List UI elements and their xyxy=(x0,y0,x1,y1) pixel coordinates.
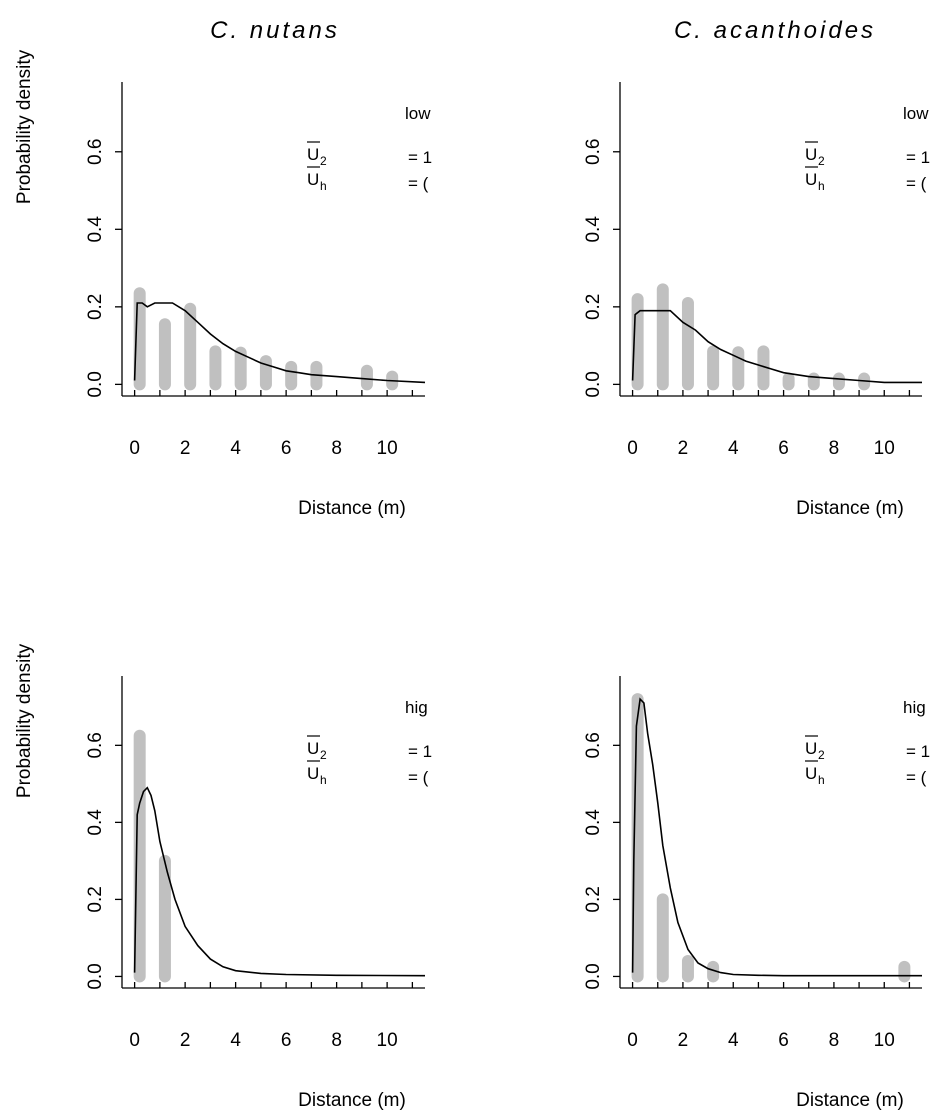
y-tick-label-2: 0.4 xyxy=(85,809,106,836)
y-tick-label-1: 0.2 xyxy=(583,886,604,912)
y-tick-label-2: 0.4 xyxy=(85,216,106,243)
legend-regime: low xyxy=(405,104,431,123)
legend: hig U 2 = 1 U h = ( xyxy=(307,698,432,787)
legend: hig U 2 = 1 U h = ( xyxy=(805,698,930,787)
density-curve xyxy=(133,786,426,977)
legend-uh-subscript: h xyxy=(320,179,327,193)
x-tick-label-3: 6 xyxy=(778,438,789,459)
y-tick-label-0: 0.0 xyxy=(583,371,604,397)
y-tick-label-1: 0.2 xyxy=(85,294,106,320)
x-tick-label-4: 8 xyxy=(331,1030,342,1051)
legend-uh-subscript: h xyxy=(818,773,825,787)
x-axis-label: Distance (m) xyxy=(298,1090,406,1111)
x-tick-label-1: 2 xyxy=(678,438,689,459)
legend-uh-value: = ( xyxy=(906,768,927,787)
legend-u2-value: = 1 xyxy=(408,742,432,761)
bars xyxy=(631,693,911,983)
legend-uh-value: = ( xyxy=(408,768,429,787)
x-axis-label: Distance (m) xyxy=(796,498,904,519)
y-axis-label: Probability density xyxy=(14,643,35,798)
legend-uh-value: = ( xyxy=(408,174,429,193)
legend-uh-subscript: h xyxy=(818,179,825,193)
y-axis-label: Probability density xyxy=(14,49,35,204)
legend-regime: hig xyxy=(903,698,926,717)
x-tick-label-1: 2 xyxy=(678,1030,689,1051)
density-curve xyxy=(631,309,922,384)
x-tick-label-5: 10 xyxy=(377,1030,398,1051)
x-tick-label-0: 0 xyxy=(129,1030,140,1051)
x-tick-label-5: 10 xyxy=(377,438,398,459)
column-title-right: C. acanthoides xyxy=(674,17,876,44)
y-tick-label-3: 0.6 xyxy=(85,139,106,165)
y-tick-label-0: 0.0 xyxy=(85,371,106,397)
x-tick-label-5: 10 xyxy=(874,1030,895,1051)
x-tick-label-3: 6 xyxy=(281,1030,292,1051)
y-tick-label-2: 0.4 xyxy=(583,809,604,836)
x-axis-label: Distance (m) xyxy=(796,1090,904,1111)
x-tick-label-2: 4 xyxy=(728,438,739,459)
x-tick-label-4: 8 xyxy=(331,438,342,459)
x-tick-label-5: 10 xyxy=(874,438,895,459)
legend-u2-symbol: U xyxy=(307,145,319,164)
x-tick-label-3: 6 xyxy=(778,1030,789,1051)
x-tick-label-1: 2 xyxy=(180,438,191,459)
x-tick-label-0: 0 xyxy=(627,438,638,459)
bars xyxy=(631,283,871,391)
y-tick-label-1: 0.2 xyxy=(85,886,106,912)
legend-regime: low xyxy=(903,104,929,123)
legend-u2-symbol: U xyxy=(805,739,817,758)
panel-grid: 0.0 0.2 0.4 0.6 0 2 4 6 8 10 Distance (m) Probabili… xyxy=(14,49,930,1111)
legend-uh-subscript: h xyxy=(320,773,327,787)
legend-uh-value: = ( xyxy=(906,174,927,193)
y-tick-label-1: 0.2 xyxy=(583,294,604,320)
x-tick-label-4: 8 xyxy=(829,438,840,459)
legend: low U 2 = 1 U h = ( xyxy=(805,104,930,193)
legend-u2-subscript: 2 xyxy=(818,748,825,762)
legend: low U 2 = 1 U h = ( xyxy=(307,104,432,193)
density-curve xyxy=(631,697,922,977)
x-tick-label-0: 0 xyxy=(129,438,140,459)
x-tick-label-2: 4 xyxy=(230,1030,241,1051)
panel-bottom-left: 0.0 0.2 0.4 0.6 0 2 4 6 8 10 Distance (m) Probabili… xyxy=(14,643,432,1111)
legend-u2-symbol: U xyxy=(307,739,319,758)
x-tick-label-3: 6 xyxy=(281,438,292,459)
legend-u2-value: = 1 xyxy=(408,148,432,167)
x-tick-label-2: 4 xyxy=(728,1030,739,1051)
y-tick-label-0: 0.0 xyxy=(583,963,604,989)
legend-u2-value: = 1 xyxy=(906,148,930,167)
legend-u2-value: = 1 xyxy=(906,742,930,761)
x-tick-label-1: 2 xyxy=(180,1030,191,1051)
legend-uh-symbol: U xyxy=(307,170,319,189)
legend-u2-symbol: U xyxy=(805,145,817,164)
y-tick-label-0: 0.0 xyxy=(85,963,106,989)
y-tick-label-3: 0.6 xyxy=(583,732,604,758)
legend-uh-symbol: U xyxy=(805,764,817,783)
legend-regime: hig xyxy=(405,698,428,717)
x-tick-label-4: 8 xyxy=(829,1030,840,1051)
density-curve xyxy=(133,302,426,384)
x-tick-label-2: 4 xyxy=(230,438,241,459)
legend-u2-subscript: 2 xyxy=(320,154,327,168)
x-tick-label-0: 0 xyxy=(627,1030,638,1051)
legend-uh-symbol: U xyxy=(805,170,817,189)
legend-u2-subscript: 2 xyxy=(320,748,327,762)
legend-uh-symbol: U xyxy=(307,764,319,783)
legend-u2-subscript: 2 xyxy=(818,154,825,168)
x-axis-label: Distance (m) xyxy=(298,498,406,519)
column-title-left: C. nutans xyxy=(210,17,340,44)
panel-top-left: 0.0 0.2 0.4 0.6 0 2 4 6 8 10 Distance (m) Probabili… xyxy=(14,49,432,519)
y-tick-label-3: 0.6 xyxy=(583,139,604,165)
y-tick-label-3: 0.6 xyxy=(85,732,106,758)
bars xyxy=(133,729,171,983)
y-tick-label-2: 0.4 xyxy=(583,216,604,243)
